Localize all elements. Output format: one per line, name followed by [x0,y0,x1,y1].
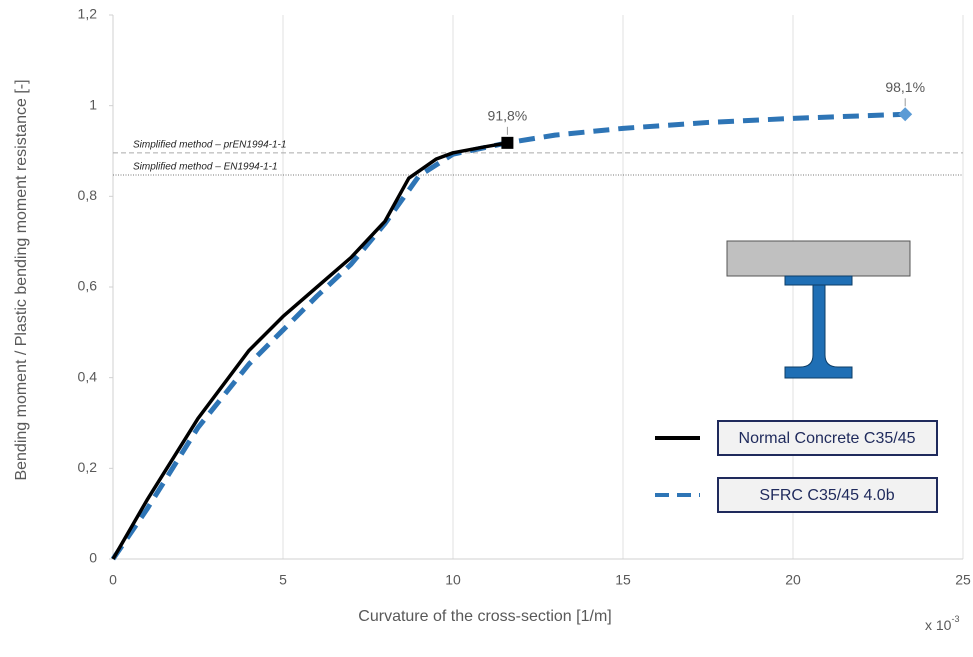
reference-label: Simplified method – prEN1994-1-1 [133,139,286,150]
legend-box [717,477,938,513]
y-tick-label: 0,8 [78,187,98,203]
legend-label: Normal Concrete C35/45 [739,430,916,447]
cross-section [726,240,911,379]
y-axis-title: Bending moment / Plastic bending moment … [13,79,30,480]
x-axis-title: Curvature of the cross-section [1/m] [358,608,611,625]
x-tick-label: 20 [785,572,801,588]
legend-box [717,420,938,456]
y-tick-label: 0,2 [78,459,98,475]
x-multiplier-exponent: -3 [951,614,959,624]
x-tick-label: 0 [109,572,117,588]
annotation-label: 91,8% [488,108,528,124]
reference-label: Simplified method – EN1994-1-1 [133,162,278,173]
x-multiplier: x 10-3 [925,614,959,632]
x-tick-label: 10 [445,572,461,588]
annotation-marker [501,136,514,149]
x-tick-label: 15 [615,572,631,588]
y-tick-label: 0,6 [78,278,98,294]
y-tick-label: 0 [89,550,97,566]
x-tick-label: 5 [279,572,287,588]
annotation-marker [898,107,913,122]
legend-label: SFRC C35/45 4.0b [759,487,894,504]
annotation-label: 98,1% [885,79,925,95]
y-tick-label: 1,2 [78,6,98,22]
x-multiplier-base: x 10 [925,617,952,633]
series-line [110,111,906,561]
y-tick-label: 1 [89,96,97,112]
series-line [111,141,508,560]
x-tick-label: 25 [955,572,971,588]
y-tick-label: 0,4 [78,368,98,384]
